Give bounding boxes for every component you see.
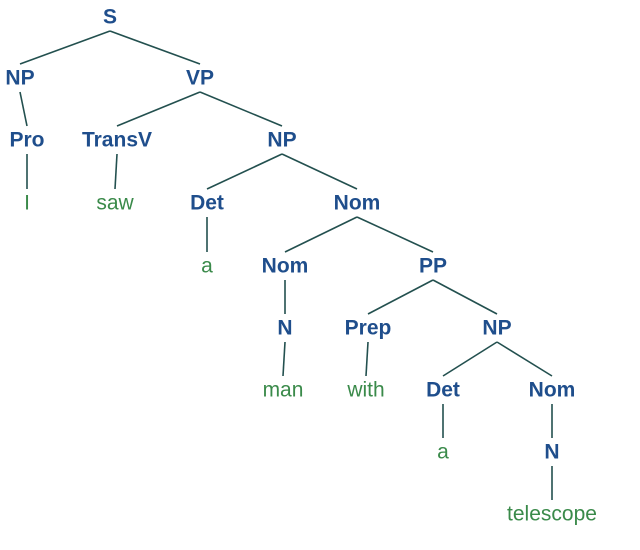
tree-edge (356, 216, 434, 253)
tree-edge (432, 279, 498, 315)
terminal-word-man: man (263, 379, 304, 402)
tree-edge (206, 153, 283, 190)
node-label-pp: PP (419, 255, 447, 278)
node-label-n: N (544, 441, 559, 464)
tree-edge (282, 341, 286, 377)
node-label-np: NP (267, 129, 296, 152)
node-label-np: NP (482, 317, 511, 340)
tree-edge (199, 91, 283, 127)
terminal-word-a: a (201, 255, 213, 278)
terminal-word-a: a (437, 441, 449, 464)
tree-edges (19, 30, 553, 500)
node-label-prep: Prep (345, 317, 392, 340)
node-label-s: S (103, 6, 117, 29)
node-label-det: Det (190, 192, 224, 215)
terminal-word-telescope: telescope (507, 503, 597, 526)
node-label-nom: Nom (262, 255, 309, 278)
tree-edge (116, 91, 201, 127)
tree-edge (19, 91, 28, 127)
node-label-nom: Nom (529, 379, 576, 402)
terminal-word-i: I (24, 192, 30, 215)
tree-edge (284, 216, 358, 253)
tree-edge (442, 341, 498, 377)
node-label-transv: TransV (82, 129, 152, 152)
node-label-n: N (277, 317, 292, 340)
tree-edge (19, 30, 111, 65)
terminal-word-with: with (346, 379, 384, 402)
tree-edge (496, 341, 553, 377)
node-label-np: NP (5, 67, 34, 90)
tree-edge (109, 30, 201, 65)
tree-edge (367, 279, 434, 315)
node-label-vp: VP (186, 67, 214, 90)
tree-edge (114, 153, 118, 190)
node-label-pro: Pro (9, 129, 44, 152)
tree-edge (365, 341, 369, 377)
node-label-nom: Nom (334, 192, 381, 215)
node-label-det: Det (426, 379, 460, 402)
terminal-word-saw: saw (96, 192, 134, 215)
tree-edge (281, 153, 358, 190)
